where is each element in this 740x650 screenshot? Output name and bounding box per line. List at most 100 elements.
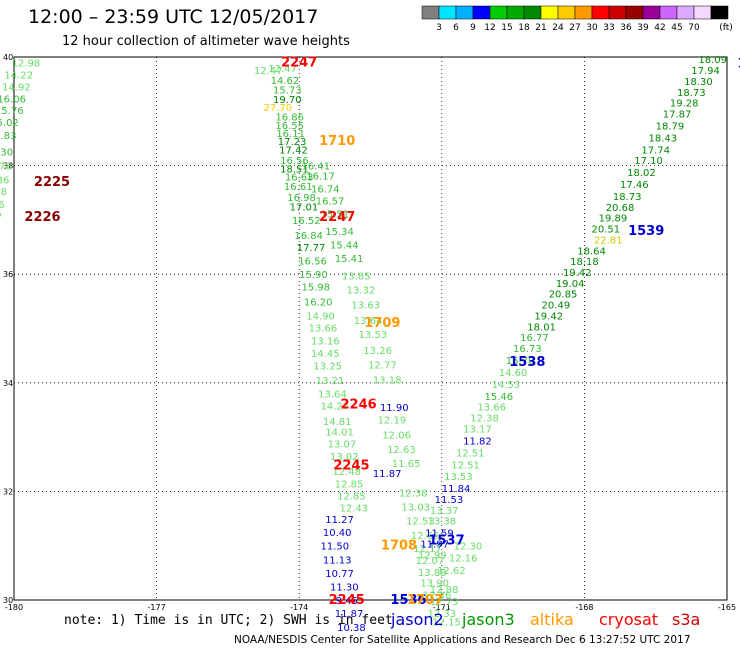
wave-height-label: 15.70: [506, 356, 535, 367]
pass-time-label: 2247: [281, 55, 317, 70]
wave-height-label: 16.61: [284, 182, 313, 193]
wave-height-label: 14.53: [492, 380, 521, 391]
pass-time-label: 2246: [341, 398, 377, 413]
note-text: note: 1) Time is in UTC; 2) SWH is in fe…: [64, 613, 393, 628]
wave-height-label: 16.98: [287, 193, 316, 204]
colorbar-label: 24: [552, 23, 564, 33]
wave-height-label: 12.30: [454, 542, 483, 553]
y-tick-label: 38: [3, 162, 13, 171]
wave-height-label: 13.78: [0, 162, 12, 173]
wave-height-label: 12.38: [399, 488, 428, 499]
legend-altika: altika: [530, 610, 574, 629]
wave-height-label: 12.85: [337, 492, 366, 503]
wave-height-label: 19.28: [670, 99, 699, 110]
wave-height-label: 12.66: [411, 531, 440, 542]
wave-height-label: 13.18: [373, 376, 402, 387]
wave-height-label: 12.88: [430, 585, 459, 596]
colorbar-swatch: [625, 5, 644, 20]
wave-height-label: 13.25: [313, 361, 342, 372]
colorbar-swatch: [591, 5, 610, 20]
wave-height-label: 16.17: [306, 171, 335, 182]
wave-height-label: 15.44: [330, 240, 359, 251]
pass-time-label: 1710: [319, 134, 355, 149]
wave-height-label: 15.76: [0, 106, 24, 117]
wave-height-label: 13.36: [0, 200, 5, 211]
wave-height-label: 11.30: [330, 582, 359, 593]
wave-height-label: 12.38: [470, 414, 499, 425]
wave-height-label: 18.73: [613, 192, 642, 203]
y-tick-label: 36: [3, 270, 13, 279]
pass-time-label: 2245: [329, 593, 365, 608]
wave-height-label: 16.52: [292, 216, 321, 227]
pass-time-label: 1536: [390, 593, 426, 608]
pass-time-label: 1709: [364, 316, 400, 331]
wave-height-label: 17.87: [663, 109, 692, 120]
page-title: 12:00 – 23:59 UTC 12/05/2017: [28, 6, 319, 28]
colorbar-label: 70: [688, 23, 700, 33]
colorbar-label: 15: [501, 23, 512, 33]
wave-height-label: 18.51: [280, 164, 309, 175]
credit-text: NOAA/NESDIS Center for Satellite Applica…: [234, 634, 691, 646]
wave-height-label: 12.17: [413, 544, 442, 555]
colorbar-label: 45: [671, 23, 682, 33]
wave-height-label: 13.66: [477, 403, 506, 414]
colorbar-label: 36: [620, 23, 632, 33]
wave-height-label: 18.02: [627, 168, 656, 179]
wave-height-label: 12.43: [340, 504, 369, 515]
x-tick-label: -177: [148, 603, 166, 612]
wave-height-label: 15.30: [0, 147, 13, 158]
wave-height-label: 16.56: [280, 156, 309, 167]
wave-height-label: 13.66: [309, 323, 338, 334]
pass-time-label: 2247: [319, 210, 355, 225]
pass-time-label: 1707: [407, 593, 443, 608]
wave-height-label: 13.78: [0, 187, 7, 198]
colorbar-swatch: [608, 5, 627, 20]
wave-height-label: 20.68: [606, 203, 635, 214]
wave-height-label: 12.63: [387, 445, 416, 456]
wave-height-label: 13.21: [316, 376, 345, 387]
colorbar-swatch: [455, 5, 474, 20]
wave-height-label: 15.34: [325, 227, 354, 238]
colorbar-swatch: [659, 5, 678, 20]
wave-height-label: 11.84: [442, 484, 471, 495]
wave-height-label: 22.81: [594, 235, 623, 246]
wave-height-label: 11.87: [373, 469, 402, 480]
wave-height-label: 18.18: [570, 257, 599, 268]
colorbar-swatch: [574, 5, 593, 20]
colorbar-swatch: [438, 5, 457, 20]
colorbar-swatch: [676, 5, 695, 20]
wave-height-label: 13.38: [427, 517, 456, 528]
colorbar-swatch: [523, 5, 542, 20]
wave-height-label: 16.73: [513, 344, 542, 355]
wave-height-label: 20.85: [549, 290, 578, 301]
pass-time-label: 1538: [509, 355, 545, 370]
wave-height-label: 12.51: [451, 460, 480, 471]
wave-height-label: 13.26: [363, 346, 392, 357]
wave-height-label: 14.22: [4, 70, 33, 81]
wave-height-label: 12.47: [268, 64, 297, 75]
wave-height-label: 17.23: [278, 137, 307, 148]
wave-height-label: 18.43: [649, 133, 678, 144]
y-tick-label: 34: [3, 379, 13, 388]
pass-time-label: 1540: [737, 57, 740, 72]
wave-height-label: 10.40: [323, 528, 352, 539]
x-tick-label: -171: [433, 603, 451, 612]
wave-height-label: 15.83: [0, 131, 16, 142]
wave-height-label: 11.87: [335, 609, 364, 620]
wave-height-label: 15.98: [302, 283, 331, 294]
wave-height-label: 12.16: [449, 554, 478, 565]
colorbar-label: 42: [654, 23, 665, 33]
pass-time-label: 1539: [628, 224, 664, 239]
wave-height-label: 18.30: [684, 77, 713, 88]
wave-height-label: 16.56: [298, 257, 327, 268]
wave-height-label: 13.63: [351, 301, 380, 312]
wave-height-label: 12.06: [382, 430, 411, 441]
pass-time-label: 2225: [34, 175, 70, 190]
colorbar-legend: 3 6 9 12 15 18 21 24 27 30 33 36 39 42 45 70 (ft): [421, 5, 733, 33]
wave-height-label: 12.53: [406, 517, 435, 528]
colorbar-swatch: [642, 5, 661, 20]
wave-height-label: 15.41: [335, 254, 364, 265]
wave-height-label: 14.81: [323, 417, 352, 428]
wave-height-label: 17.42: [279, 145, 308, 156]
wave-height-label: 13.16: [311, 336, 340, 347]
